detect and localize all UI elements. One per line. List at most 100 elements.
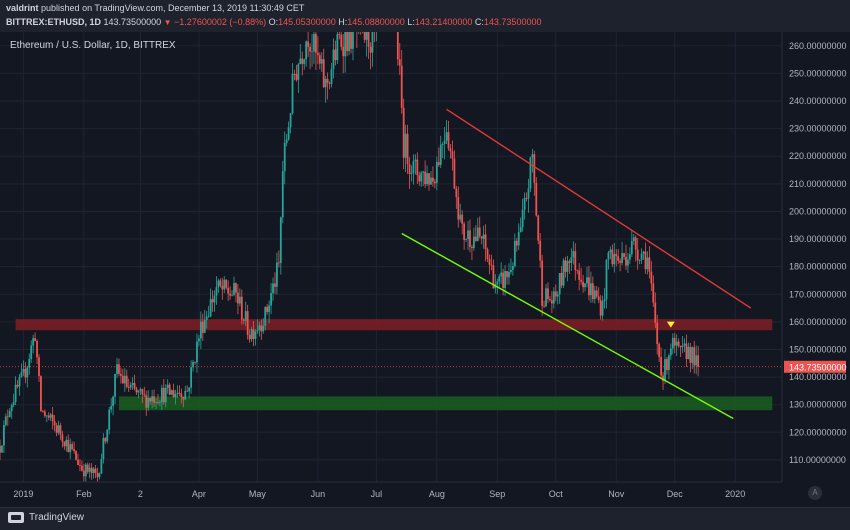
candle <box>445 119 448 145</box>
published-text: published on TradingView.com, December 1… <box>41 3 305 13</box>
candle <box>525 192 528 202</box>
publisher-name[interactable]: valdrint <box>6 3 39 13</box>
candle <box>603 288 606 309</box>
candle <box>137 390 140 398</box>
candle <box>96 467 99 482</box>
high-label: H: <box>338 17 348 27</box>
candle <box>420 170 423 187</box>
candle <box>437 147 440 167</box>
candle <box>695 345 698 375</box>
candle <box>84 462 87 482</box>
candle <box>689 342 692 373</box>
close-label: C: <box>474 17 484 27</box>
candle <box>176 385 179 398</box>
candle <box>225 279 228 290</box>
candle <box>149 397 152 405</box>
candle <box>40 375 42 413</box>
candle <box>90 463 93 480</box>
candle <box>356 32 358 48</box>
price-chart[interactable]: 110.00000000 120.00000000 130.00000000 140.… <box>0 32 850 507</box>
candle <box>658 342 661 362</box>
tradingview-logo[interactable]: TradingView <box>8 512 84 523</box>
candle <box>461 210 464 235</box>
candle <box>227 280 230 301</box>
candle <box>30 340 33 363</box>
candle <box>527 178 530 213</box>
candle <box>125 369 128 389</box>
candle <box>441 142 444 159</box>
candle <box>4 413 7 427</box>
candle <box>677 338 680 348</box>
candle <box>32 334 35 354</box>
candle <box>681 335 684 354</box>
candle <box>315 32 317 71</box>
candle <box>675 334 678 356</box>
candle <box>482 225 485 249</box>
candle <box>135 386 138 395</box>
price-axis[interactable]: 110.00000000 120.00000000 130.00000000 140.… <box>781 32 850 507</box>
candle <box>570 248 573 271</box>
last-price-label: 143.73500000 <box>789 362 847 372</box>
candle <box>256 319 259 334</box>
candle <box>205 311 208 329</box>
candle <box>576 269 579 275</box>
resistance-zone <box>15 319 773 331</box>
candle <box>268 300 271 324</box>
plot-area[interactable] <box>0 32 773 483</box>
candle <box>638 259 641 265</box>
x-tick-label: 2 <box>138 489 143 499</box>
candle <box>186 385 189 392</box>
candle <box>416 152 419 184</box>
candle <box>266 303 269 315</box>
candle <box>133 374 136 391</box>
candle <box>687 342 690 360</box>
candle <box>430 170 432 186</box>
candle <box>332 38 335 79</box>
resistance-trendline[interactable] <box>446 108 752 309</box>
candle <box>671 333 674 355</box>
candle <box>18 374 21 396</box>
time-axis[interactable]: 2019 Feb 2 Apr May Jun Jul Aug Sep Oct Nov Dec 2020 <box>0 481 782 507</box>
candles <box>0 32 700 482</box>
candle <box>363 32 366 43</box>
candle <box>650 261 653 291</box>
candle <box>121 368 124 384</box>
candle <box>159 399 161 407</box>
candle <box>640 248 643 264</box>
support-trendline[interactable] <box>401 232 734 420</box>
candle <box>65 436 68 452</box>
candle <box>580 267 583 285</box>
candle <box>237 284 239 315</box>
candle <box>511 262 514 276</box>
candle <box>508 263 510 285</box>
candle <box>498 273 501 288</box>
candle <box>568 259 571 274</box>
y-tick-label: 130.00000000 <box>789 400 847 410</box>
candle <box>59 422 62 440</box>
candle <box>75 450 77 461</box>
y-tick-label: 170.00000000 <box>789 289 847 299</box>
candle <box>591 276 594 303</box>
candle <box>274 272 276 294</box>
y-tick-label: 260.00000000 <box>789 41 847 51</box>
last-price-badge <box>784 360 846 373</box>
candle <box>679 345 682 358</box>
candle <box>336 32 339 64</box>
candle <box>53 415 56 432</box>
candle <box>116 357 118 379</box>
candle <box>406 124 409 174</box>
x-tick-label: Jun <box>311 489 326 499</box>
candle <box>644 242 647 274</box>
x-tick-label: Oct <box>549 489 564 499</box>
candle <box>248 329 251 343</box>
candle <box>541 254 544 316</box>
candle <box>287 121 290 141</box>
candle <box>305 40 308 67</box>
y-tick-label: 140.00000000 <box>789 372 847 382</box>
candle <box>396 32 399 66</box>
candle <box>605 259 608 309</box>
candle <box>471 244 473 261</box>
auto-scale-button[interactable]: A <box>808 486 822 500</box>
candle <box>324 76 327 103</box>
candle <box>519 217 522 233</box>
